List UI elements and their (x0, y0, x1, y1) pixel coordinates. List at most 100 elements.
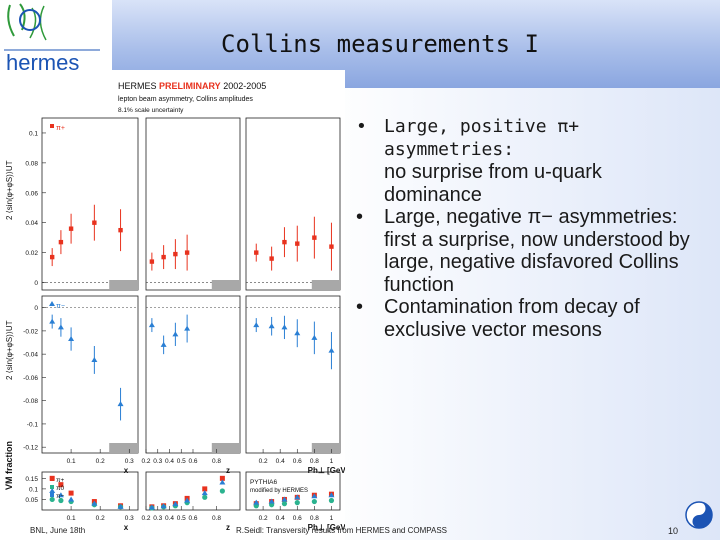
data-point-pi-plus (58, 239, 64, 245)
vm-pi-plus-point (58, 482, 64, 488)
vm-pi-minus-point (49, 488, 56, 493)
systematic-band (211, 443, 240, 453)
data-point-pi-minus (160, 341, 167, 347)
vm-legend-marker (50, 477, 54, 481)
vm-pi-minus-point (253, 499, 260, 505)
x-tick-label: 0.2 (96, 515, 105, 522)
data-point-pi-minus (148, 322, 155, 328)
x-tick-label: 1 (330, 458, 334, 465)
vm-pi-zero-point (281, 501, 288, 507)
panel-frame (41, 471, 139, 511)
x-axis-label: Ph⊥ [GeV] (308, 466, 345, 475)
data-point-pi-minus (57, 324, 64, 330)
data-point-pi-plus (118, 227, 123, 233)
panel-frame (245, 295, 341, 454)
x-tick-label: 0.5 (177, 515, 186, 522)
y-tick-label: 0.08 (25, 160, 38, 167)
vm-legend-marker (50, 493, 54, 497)
vm-pi-zero-point (328, 497, 335, 504)
bullet-2-text: Large, negative π− asymmetries: (384, 206, 678, 228)
logo-text: hermes (6, 50, 79, 72)
y-tick-label: -0.12 (23, 445, 38, 452)
ylabel-top: 2 ⟨sin(φ+φS)⟩UT (5, 160, 14, 220)
systematic-band (211, 280, 240, 290)
x-tick-label: 0.8 (310, 458, 319, 465)
x-tick-label: 0.8 (212, 515, 221, 522)
y-tick-label: -0.08 (23, 398, 38, 405)
panel-frame (41, 117, 139, 291)
data-point-pi-minus (328, 347, 335, 353)
x-tick-label: 0.6 (293, 515, 302, 522)
vm-pi-zero-point (311, 498, 317, 505)
legend-marker (49, 301, 55, 306)
y-tick-label: 0.06 (25, 190, 38, 197)
vm-pi-minus-point (294, 494, 301, 500)
bullet-dot: • (356, 206, 364, 228)
y-tick-label: 0 (34, 280, 38, 287)
vm-pi-zero-point (202, 494, 208, 500)
data-point-pi-minus (68, 336, 75, 342)
vm-legend-label: π− (56, 493, 64, 500)
vm-pi-minus-point (57, 492, 64, 498)
data-point-pi-minus (281, 324, 288, 330)
y-tick-label: 0.1 (29, 486, 38, 493)
y-tick-label: 0.04 (25, 220, 38, 227)
y-tick-label: 0.05 (25, 497, 38, 504)
x-axis-label: Ph⊥ [GeV] (308, 523, 345, 532)
pythia-line1: PYTHIA6 (250, 479, 277, 486)
data-point-pi-plus (312, 235, 317, 240)
x-tick-label: 0.8 (212, 458, 221, 465)
vm-pi-minus-point (328, 492, 335, 498)
data-point-pi-minus (294, 330, 301, 336)
systematic-band (311, 280, 340, 290)
bullet-3: • Contamination from decay of exclusive v… (354, 296, 704, 341)
collins-figure: HERMES PRELIMINARY 2002-2005 lepton beam… (0, 70, 345, 540)
data-point-pi-plus (282, 239, 287, 245)
x-tick-label: 0.1 (67, 458, 76, 465)
x-tick-label: 0.2 (141, 515, 150, 522)
vm-pi-zero-point (294, 500, 300, 506)
data-point-pi-plus (68, 226, 74, 231)
y-tick-label: -0.06 (23, 375, 38, 382)
bullet-3-text: Contamination from decay of exclusive ve… (384, 296, 640, 341)
vm-legend-label: π+ (56, 477, 64, 484)
vm-pi-minus-point (281, 496, 288, 502)
data-point-pi-plus (161, 254, 166, 260)
y-tick-label: -0.1 (27, 421, 39, 428)
x-tick-label: 0.4 (165, 515, 174, 522)
fig-header-line2: lepton beam asymmetry, Collins amplitude… (118, 96, 253, 103)
bullet-1: • Large, positive π+ asymmetries: no surp… (354, 116, 704, 206)
vm-pi-minus-point (201, 490, 208, 496)
vm-pi-plus-point (68, 490, 74, 496)
vm-pi-minus-point (219, 479, 226, 485)
vm-pi-minus-point (91, 500, 98, 506)
x-tick-label: 0.6 (188, 515, 197, 522)
bullet-2: • Large, negative π− asymmetries: first a… (354, 206, 704, 296)
vm-pi-minus-point (184, 497, 191, 503)
panel-frame (145, 117, 241, 291)
data-point-pi-plus (295, 241, 300, 246)
footer-left: BNL, June 18th (30, 526, 86, 535)
x-tick-label: 1 (330, 515, 334, 522)
x-tick-label: 0.2 (259, 458, 268, 465)
vm-pi-plus-point (219, 475, 225, 481)
vm-pi-minus-point (68, 496, 75, 502)
y-tick-label: 0 (34, 305, 38, 312)
x-tick-label: 0.4 (276, 515, 285, 522)
y-tick-label: -0.02 (23, 328, 38, 335)
x-tick-label: 0.3 (153, 515, 162, 522)
panel-frame (245, 117, 341, 291)
data-point-pi-plus (92, 220, 97, 225)
vm-pi-plus-point (202, 486, 208, 492)
page-number: 10 (668, 526, 679, 536)
data-point-pi-plus (184, 250, 190, 255)
hermes-logo: hermes (4, 3, 100, 75)
data-point-pi-plus (329, 244, 334, 249)
legend-label: π+ (56, 125, 65, 132)
x-tick-label: 0.6 (293, 458, 302, 465)
vm-pi-minus-point (268, 498, 275, 504)
vm-pi-minus-point (117, 503, 124, 509)
x-tick-label: 0.4 (165, 458, 174, 465)
y-tick-label: 0.02 (25, 250, 38, 257)
